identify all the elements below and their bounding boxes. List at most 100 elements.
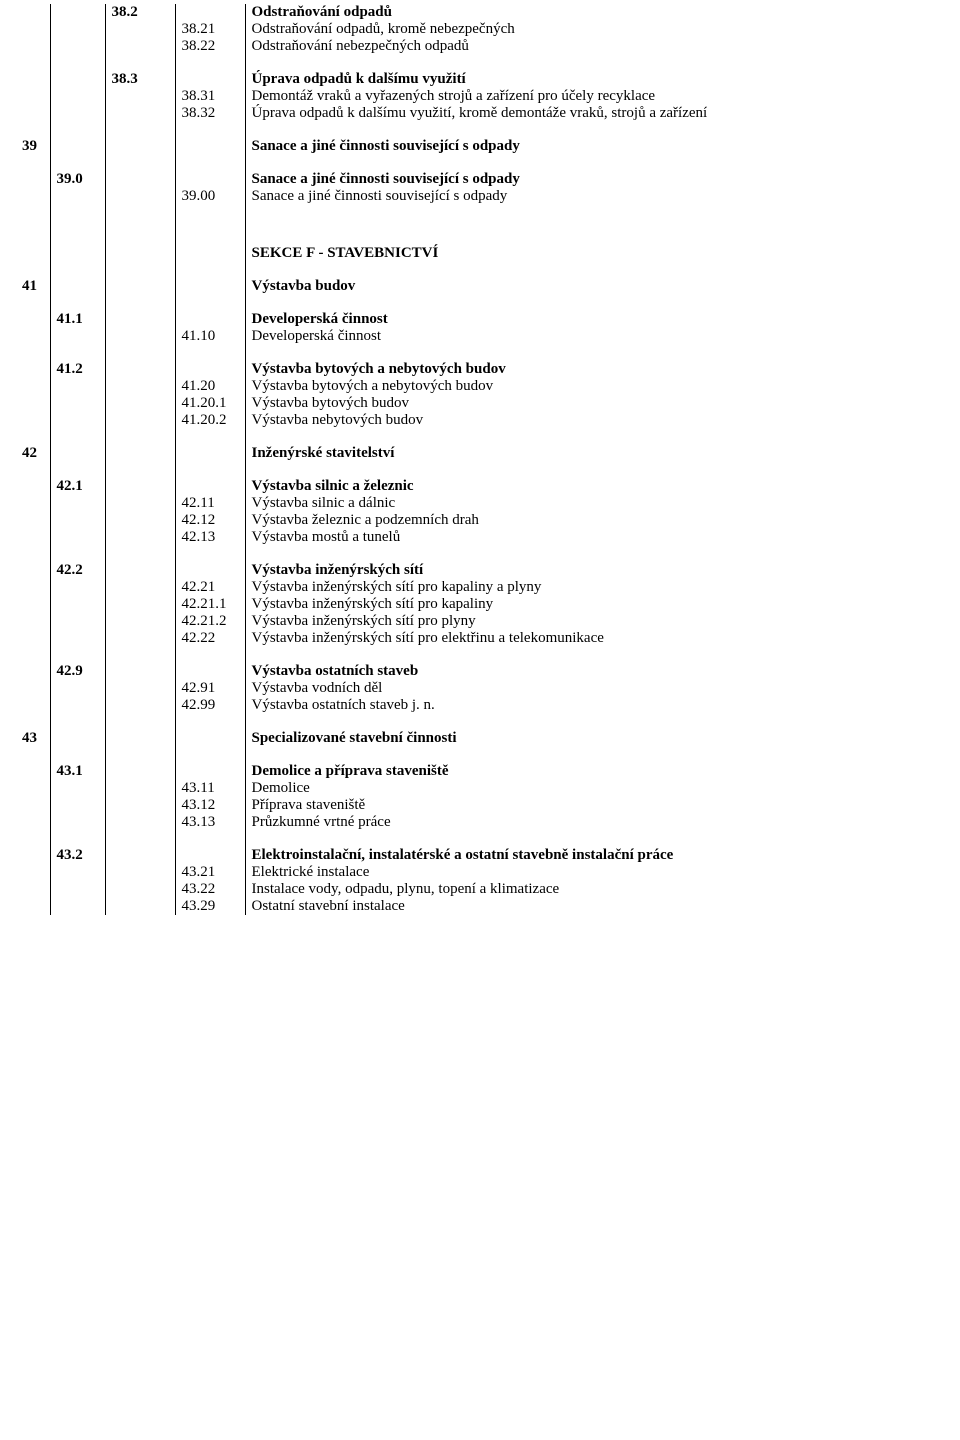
cell-text: Instalace vody, odpadu, plynu, topení a … [246, 881, 931, 898]
cell-text: 41.20 [176, 378, 245, 395]
cell [20, 613, 50, 630]
cell [105, 562, 175, 579]
cell [20, 171, 50, 188]
table-row: 41.20.2Výstavba nebytových budov [20, 412, 930, 429]
cell [50, 429, 105, 445]
cell-text: 42.9 [51, 663, 105, 680]
cell [50, 529, 105, 546]
table-row: 38.32Úprava odpadů k dalšímu využití, kr… [20, 105, 930, 122]
cell-text: Výstavba inženýrských sítí pro kapaliny [246, 596, 931, 613]
cell [175, 55, 245, 71]
cell: Odstraňování nebezpečných odpadů [245, 38, 930, 55]
cell-text: Výstavba silnic a železnic [246, 478, 931, 495]
cell: 42.21.1 [175, 596, 245, 613]
cell [20, 780, 50, 797]
cell-text: 42.21.2 [176, 613, 245, 630]
cell [175, 4, 245, 21]
cell [20, 205, 50, 245]
cell-text: 39 [20, 138, 50, 155]
cell [105, 245, 175, 262]
cell: 42.91 [175, 680, 245, 697]
cell: 42.1 [50, 478, 105, 495]
cell [20, 864, 50, 881]
cell: 38.31 [175, 88, 245, 105]
cell: 41.2 [50, 361, 105, 378]
cell: Výstavba mostů a tunelů [245, 529, 930, 546]
cell [245, 462, 930, 478]
cell [175, 205, 245, 245]
cell [50, 814, 105, 831]
cell [105, 747, 175, 763]
table-row: 41Výstavba budov [20, 278, 930, 295]
cell: Výstavba ostatních staveb j. n. [245, 697, 930, 714]
cell-text: Odstraňování odpadů [246, 4, 931, 21]
cell [50, 596, 105, 613]
table-row: 42.99Výstavba ostatních staveb j. n. [20, 697, 930, 714]
table-row: 42.13Výstavba mostů a tunelů [20, 529, 930, 546]
cell [50, 881, 105, 898]
cell [245, 747, 930, 763]
cell: 41.20.2 [175, 412, 245, 429]
cell: Výstavba vodních děl [245, 680, 930, 697]
cell: 43.13 [175, 814, 245, 831]
classification-table: 38.2Odstraňování odpadů38.21Odstraňování… [20, 4, 930, 915]
cell [245, 345, 930, 361]
table-row: 41.1Developerská činnost [20, 311, 930, 328]
table-row: 39.00Sanace a jiné činnosti související … [20, 188, 930, 205]
cell: Výstavba ostatních staveb [245, 663, 930, 680]
table-row: 43Specializované stavební činnosti [20, 730, 930, 747]
table-row: SEKCE F - STAVEBNICTVÍ [20, 245, 930, 262]
cell-text: Výstavba inženýrských sítí [246, 562, 931, 579]
cell [105, 730, 175, 747]
cell [175, 345, 245, 361]
cell-text: Demontáž vraků a vyřazených strojů a zař… [246, 88, 931, 105]
table-row: 41.20Výstavba bytových a nebytových budo… [20, 378, 930, 395]
cell: 38.32 [175, 105, 245, 122]
table-row [20, 205, 930, 245]
cell: Výstavba bytových a nebytových budov [245, 361, 930, 378]
table-row: 41.10Developerská činnost [20, 328, 930, 345]
cell: 43.12 [175, 797, 245, 814]
cell [105, 21, 175, 38]
cell [20, 680, 50, 697]
cell-text: Sanace a jiné činnosti související s odp… [246, 171, 931, 188]
table-row: 42.21.1Výstavba inženýrských sítí pro ka… [20, 596, 930, 613]
cell [20, 881, 50, 898]
cell-text: Výstavba budov [246, 278, 931, 295]
cell [175, 847, 245, 864]
table-row [20, 155, 930, 171]
cell-text: Výstavba silnic a dálnic [246, 495, 931, 512]
cell [20, 797, 50, 814]
cell [20, 378, 50, 395]
cell [175, 295, 245, 311]
cell [245, 155, 930, 171]
cell-text: 42 [20, 445, 50, 462]
cell [20, 412, 50, 429]
cell: Výstavba silnic a železnic [245, 478, 930, 495]
cell: Sanace a jiné činnosti související s odp… [245, 188, 930, 205]
cell [20, 697, 50, 714]
cell [20, 155, 50, 171]
cell-text: Inženýrské stavitelství [246, 445, 931, 462]
cell [20, 462, 50, 478]
cell [50, 579, 105, 596]
cell [20, 122, 50, 138]
cell [175, 647, 245, 663]
cell [175, 663, 245, 680]
table-row [20, 831, 930, 847]
table-row: 42.12Výstavba železnic a podzemních drah [20, 512, 930, 529]
cell-text: Demolice a příprava staveniště [246, 763, 931, 780]
cell-text: Výstavba ostatních staveb j. n. [246, 697, 931, 714]
cell [20, 562, 50, 579]
cell [105, 697, 175, 714]
cell [105, 512, 175, 529]
table-row: 39Sanace a jiné činnosti související s o… [20, 138, 930, 155]
cell [175, 429, 245, 445]
cell [50, 138, 105, 155]
cell: 42.99 [175, 697, 245, 714]
cell [105, 495, 175, 512]
table-row: 43.29Ostatní stavební instalace [20, 898, 930, 915]
cell-text: 43.1 [51, 763, 105, 780]
cell [245, 205, 930, 245]
cell: 38.3 [105, 71, 175, 88]
